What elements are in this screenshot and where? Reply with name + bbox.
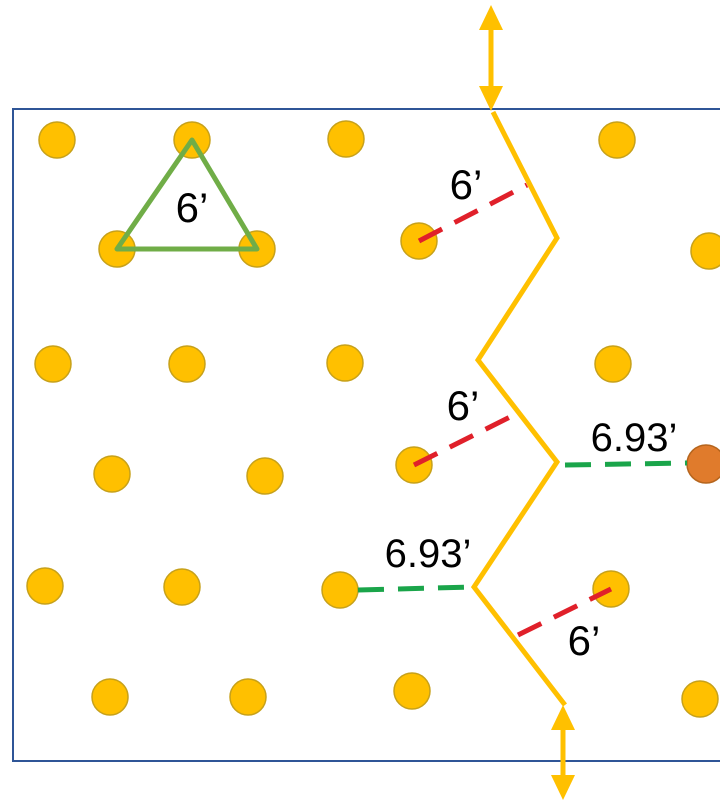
perpendicular-measure-top <box>417 182 529 244</box>
spacing-triangle <box>114 137 260 252</box>
post <box>598 121 636 159</box>
post <box>327 120 365 158</box>
highlighted-post <box>686 444 720 484</box>
perpendicular-middle-label: 6’ <box>447 382 480 429</box>
double-headed-arrow-icon <box>479 5 503 111</box>
post <box>26 567 64 605</box>
post <box>229 678 267 716</box>
double-headed-arrow-icon <box>551 705 575 800</box>
post <box>34 345 72 383</box>
post <box>168 345 206 383</box>
field-boundary <box>12 108 720 762</box>
perpendicular-top-label: 6’ <box>450 161 483 208</box>
post <box>246 457 284 495</box>
post <box>690 232 720 270</box>
post <box>38 121 76 159</box>
post <box>681 680 719 718</box>
perpendicular-measure-bottom <box>516 586 613 638</box>
gap-measure-left <box>357 584 474 593</box>
post <box>93 455 131 493</box>
perpendicular-bottom-label: 6’ <box>568 617 601 664</box>
post <box>163 568 201 606</box>
gap-left-label: 6.93’ <box>385 532 472 576</box>
post <box>91 678 129 716</box>
post <box>594 345 632 383</box>
post <box>393 672 431 710</box>
zigzag-path <box>470 110 567 707</box>
post <box>321 571 359 609</box>
post <box>326 344 364 382</box>
gap-measure-right <box>564 460 688 468</box>
gap-right-label: 6.93’ <box>591 416 678 460</box>
triangle-spacing-label: 6’ <box>176 184 209 231</box>
perpendicular-measure-middle <box>412 410 520 468</box>
